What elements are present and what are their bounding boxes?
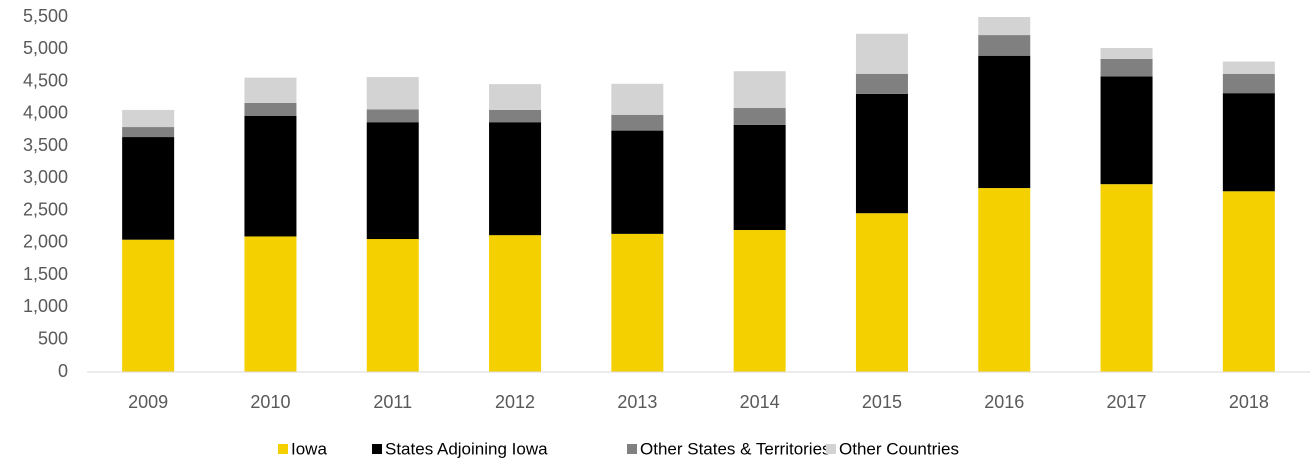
bar-segment <box>244 77 297 103</box>
x-tick-label: 2010 <box>250 392 290 412</box>
bar-segment <box>122 239 175 372</box>
x-tick-label: 2011 <box>373 392 412 412</box>
bar-segment <box>733 71 786 109</box>
y-tick-label: 4,000 <box>23 103 68 123</box>
bar-segment <box>978 17 1031 36</box>
bar-segment <box>366 77 419 110</box>
bar-segment <box>978 55 1031 189</box>
bar-segment <box>611 114 664 131</box>
bar-segment <box>489 235 542 372</box>
bar-segment <box>489 84 542 110</box>
x-tick-label: 2018 <box>1229 392 1269 412</box>
bar-segment <box>855 213 908 372</box>
bar-segment <box>122 137 175 240</box>
bar-segment <box>122 127 175 138</box>
y-tick-label: 5,500 <box>23 6 68 26</box>
bar-segment <box>1100 76 1153 185</box>
bar-segment <box>489 122 542 236</box>
bar-segment <box>366 122 419 240</box>
y-tick-label: 4,500 <box>23 70 68 90</box>
bar-segment <box>855 93 908 214</box>
legend-label: States Adjoining Iowa <box>385 439 548 458</box>
y-tick-label: 3,500 <box>23 135 68 155</box>
bar-segment <box>1222 191 1275 372</box>
bar-segment <box>1222 61 1275 74</box>
bar-segment <box>733 108 786 125</box>
x-tick-label: 2009 <box>128 392 168 412</box>
x-tick-label: 2015 <box>862 392 902 412</box>
y-tick-label: 0 <box>58 361 68 381</box>
bar-segment <box>733 124 786 230</box>
x-tick-label: 2013 <box>617 392 657 412</box>
y-tick-label: 3,000 <box>23 167 68 187</box>
legend-swatch <box>826 444 836 454</box>
bar-segment <box>855 73 908 94</box>
y-tick-label: 2,000 <box>23 232 68 252</box>
bar-segment <box>611 83 664 115</box>
bar-segment <box>733 230 786 372</box>
bar-segment <box>1222 73 1275 94</box>
y-tick-label: 2,500 <box>23 199 68 219</box>
bar-segment <box>366 109 419 123</box>
legend-label: Other Countries <box>839 439 959 458</box>
y-tick-label: 5,000 <box>23 38 68 58</box>
bar-segment <box>1100 58 1153 77</box>
bar-segment <box>1100 47 1153 59</box>
legend-label: Iowa <box>291 439 327 458</box>
bar-segment <box>244 115 297 237</box>
bar-segment <box>611 130 664 234</box>
legend-swatch <box>627 444 637 454</box>
bar-segment <box>1222 93 1275 192</box>
bar-segment <box>122 109 175 128</box>
y-tick-label: 500 <box>38 328 68 348</box>
bar-segment <box>1100 184 1153 372</box>
y-tick-label: 1,000 <box>23 296 68 316</box>
bar-segment <box>611 233 664 372</box>
bar-segment <box>366 239 419 372</box>
bar-segment <box>244 236 297 372</box>
y-tick-label: 1,500 <box>23 264 68 284</box>
bar-segment <box>855 33 908 74</box>
legend-swatch <box>278 444 288 454</box>
legend-swatch <box>372 444 382 454</box>
bar-segment <box>978 188 1031 372</box>
bar-segment <box>489 109 542 123</box>
bar-segment <box>978 35 1031 56</box>
x-tick-label: 2014 <box>740 392 780 412</box>
x-tick-label: 2017 <box>1107 392 1147 412</box>
legend-label: Other States & Territories <box>640 439 831 458</box>
x-tick-label: 2016 <box>984 392 1024 412</box>
bar-segment <box>244 102 297 116</box>
x-tick-label: 2012 <box>495 392 535 412</box>
